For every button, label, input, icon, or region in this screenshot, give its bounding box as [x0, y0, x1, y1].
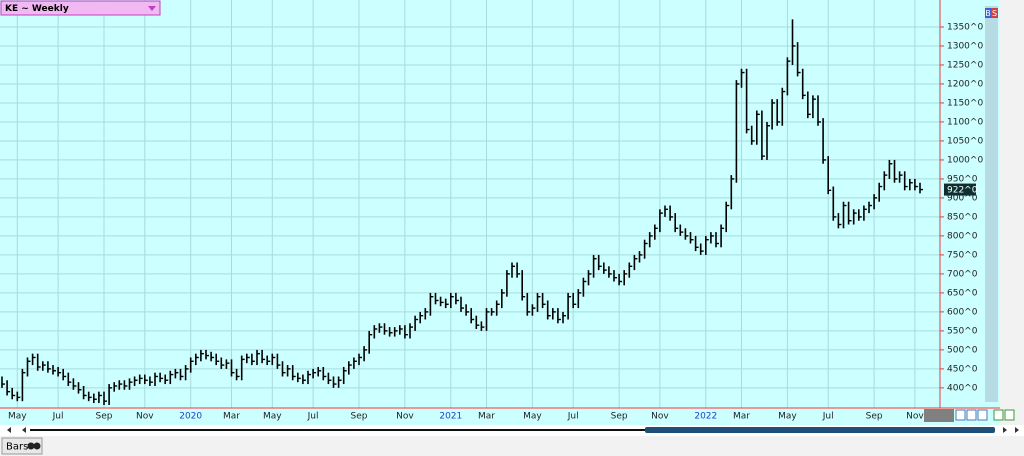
side-strip	[985, 6, 998, 402]
date-strip	[0, 409, 1000, 425]
y-tick-label: 1000^0	[947, 155, 983, 165]
x-tick-label: Nov	[136, 412, 154, 422]
tab-label: Bars	[6, 442, 28, 453]
y-tick-label: 550^0	[947, 326, 978, 336]
x-tick-label: 2021	[439, 412, 462, 422]
y-tick-label: 1250^0	[947, 60, 983, 70]
symbol-box[interactable]	[0, 0, 161, 16]
y-tick-label: 1050^0	[947, 136, 983, 146]
x-tick-label: May	[523, 412, 542, 422]
y-tick-label: 650^0	[947, 288, 978, 298]
x-tick-label: 2022	[694, 412, 717, 422]
scroll-left[interactable]	[7, 427, 11, 433]
x-tick-label: Jul	[567, 412, 579, 422]
badge-s[interactable]	[991, 8, 998, 18]
x-tick-label: May	[8, 412, 27, 422]
plot-bg	[0, 0, 1000, 408]
x-tick-label: Sep	[866, 412, 883, 422]
scroll-left-step[interactable]	[22, 427, 26, 433]
dropdown-arrow[interactable]	[148, 6, 156, 11]
tab[interactable]	[1, 437, 43, 455]
x-tick-label: Sep	[96, 412, 113, 422]
x-tick-label: Mar	[478, 412, 495, 422]
grid	[0, 0, 940, 408]
y-tick-label: 600^0	[947, 307, 978, 317]
x-tick-label: Jul	[822, 412, 834, 422]
y-tick-label: 800^0	[947, 231, 978, 241]
y-tick-label: 1350^0	[947, 22, 983, 32]
x-tick-label: Mar	[223, 412, 240, 422]
x-tick-label: Nov	[396, 412, 414, 422]
x-tick-label: Jul	[52, 412, 64, 422]
y-tick-label: 850^0	[947, 212, 978, 222]
y-tick-label: 750^0	[947, 250, 978, 260]
y-tick-label: 1150^0	[947, 98, 983, 108]
x-tick-label: Sep	[611, 412, 628, 422]
nav-button[interactable]	[977, 409, 988, 421]
scroll-thumb[interactable]	[645, 427, 995, 433]
x-tick-label: Nov	[651, 412, 669, 422]
y-tick-label: 450^0	[947, 364, 978, 374]
y-tick-label: 700^0	[947, 269, 978, 279]
bars	[1, 19, 923, 405]
date-cursor	[924, 409, 954, 422]
y-tick-label: 1100^0	[947, 117, 983, 127]
nav-button[interactable]	[966, 409, 977, 421]
badge-b[interactable]	[985, 8, 991, 18]
chart-title: KE ~ Weekly	[5, 4, 69, 14]
nav-button[interactable]	[993, 409, 1004, 421]
last-price-label: 922^0	[947, 186, 978, 196]
badge-b-label: B	[985, 9, 991, 18]
y-tick-label: 900^0	[947, 193, 978, 203]
nav-button[interactable]	[1004, 409, 1015, 421]
nav-button[interactable]	[955, 409, 966, 421]
x-tick-label: May	[263, 412, 282, 422]
y-tick-label: 950^0	[947, 174, 978, 184]
scroll-right-step[interactable]	[1015, 427, 1019, 433]
x-tick-label: 2020	[179, 412, 202, 422]
last-price-box	[944, 183, 976, 196]
x-tick-label: Mar	[733, 412, 750, 422]
y-tick-label: 400^0	[947, 383, 978, 393]
badge-s-label: S	[992, 9, 997, 18]
y-tick-label: 500^0	[947, 345, 978, 355]
y-tick-label: 1300^0	[947, 41, 983, 51]
nav-buttons	[955, 409, 1015, 421]
tab-icon	[27, 442, 35, 450]
tab-icon	[33, 442, 41, 450]
x-tick-label: May	[778, 412, 797, 422]
x-tick-label: Sep	[351, 412, 368, 422]
y-tick-label: 1200^0	[947, 79, 983, 89]
scroll-right[interactable]	[1003, 427, 1007, 433]
x-tick-label: Jul	[307, 412, 319, 422]
x-tick-label: Nov	[906, 412, 924, 422]
